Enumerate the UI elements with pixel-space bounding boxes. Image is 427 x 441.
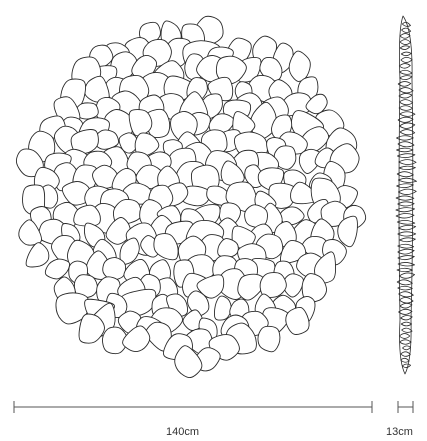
pebble-shape	[301, 273, 327, 303]
side-flake-shape	[397, 116, 414, 123]
pebble-shape	[15, 148, 44, 178]
depth-dimension-line	[397, 401, 414, 413]
pebble-shape	[73, 274, 98, 299]
side-flake-shape	[398, 308, 413, 315]
pebble-shape	[257, 325, 281, 353]
side-flake-shape	[399, 45, 411, 50]
side-flake-shape	[397, 255, 415, 261]
pebble-shape	[213, 295, 232, 321]
side-flake-shape	[400, 56, 413, 63]
side-flake-shape	[400, 321, 412, 327]
pebble-shape	[134, 132, 160, 157]
side-flake-shape	[399, 75, 413, 81]
side-flake-shape	[401, 21, 411, 27]
side-flake-shape	[397, 141, 415, 148]
side-profile-outline	[398, 15, 414, 375]
pebble-shape	[84, 75, 110, 103]
side-view-profile	[395, 15, 417, 375]
side-flake-shape	[398, 165, 416, 171]
side-flake-shape	[401, 327, 413, 333]
side-flake-shape	[399, 129, 416, 136]
pebble-shape	[78, 313, 105, 344]
side-flake-shape	[396, 171, 414, 178]
pebble-shape	[118, 132, 138, 154]
side-flake-shape	[397, 248, 415, 255]
side-flake-shape	[398, 297, 414, 304]
side-flake-shape	[400, 351, 411, 357]
pebble-shape	[280, 240, 307, 264]
side-flake-shape	[397, 81, 412, 87]
side-flake-shape	[399, 333, 411, 339]
side-flake-shape	[398, 63, 411, 69]
front-view-pebble-disc	[15, 15, 367, 378]
side-flake-shape	[398, 87, 414, 94]
pebble-shape	[102, 257, 126, 281]
side-flake-shape	[398, 105, 413, 111]
side-flake-shape	[400, 315, 413, 321]
pebble-shape	[122, 325, 151, 352]
side-flake-shape	[398, 159, 417, 165]
side-flake-shape	[396, 219, 416, 225]
pebble-shape	[55, 292, 90, 325]
side-flake-shape	[398, 272, 415, 279]
side-flake-shape	[398, 291, 414, 298]
side-flake-shape	[402, 363, 411, 368]
side-flake-shape	[397, 262, 415, 267]
side-flake-shape	[399, 69, 413, 75]
width-dimension-line	[13, 401, 373, 413]
width-label: 140cm	[166, 426, 200, 438]
pebble-shape	[220, 160, 245, 186]
side-flake-shape	[397, 201, 415, 207]
side-flake-shape	[399, 39, 411, 45]
side-flake-shape	[396, 135, 414, 141]
side-flake-shape	[396, 183, 414, 189]
side-flake-shape	[397, 243, 415, 249]
pebble-shape	[153, 233, 179, 261]
side-flake-shape	[397, 177, 417, 183]
depth-label: 13cm	[386, 426, 413, 438]
side-flake-shape	[396, 279, 413, 286]
pebble-shape	[102, 326, 129, 355]
pebble-shape	[25, 242, 50, 268]
side-flake-shape	[397, 153, 416, 159]
side-flake-shape	[398, 93, 413, 99]
pebble-shape	[305, 93, 328, 115]
side-flake-shape	[399, 99, 414, 106]
pebble-shape	[128, 109, 153, 137]
side-flake-shape	[400, 357, 410, 363]
side-flake-shape	[395, 195, 415, 201]
pebble-shape	[288, 50, 311, 82]
pebble-shape	[61, 181, 92, 206]
pebble-shape	[174, 345, 203, 378]
side-flake-shape	[399, 122, 416, 129]
side-flake-shape	[398, 188, 417, 195]
side-flake-shape	[396, 267, 413, 273]
side-flake-shape	[397, 231, 417, 237]
pebble-shape	[70, 129, 99, 155]
pebble-shape	[196, 274, 225, 299]
side-flake-shape	[398, 224, 417, 231]
pebble-shape	[18, 219, 42, 246]
side-flake-shape	[399, 33, 411, 39]
pebble-shape	[285, 306, 310, 335]
side-flake-shape	[402, 345, 411, 351]
side-flake-shape	[395, 213, 415, 219]
side-flake-shape	[400, 51, 412, 57]
side-flake-shape	[399, 302, 413, 309]
side-flake-shape	[395, 207, 415, 213]
pebble-shape	[237, 273, 266, 301]
side-flake-shape	[399, 111, 416, 117]
side-flake-shape	[399, 339, 412, 345]
side-flake-shape	[399, 237, 416, 243]
pebble-shape	[314, 251, 337, 284]
pebble-shape	[273, 145, 297, 170]
side-flake-shape	[397, 285, 413, 291]
pebble-shape	[44, 258, 71, 280]
pebble-shape	[337, 215, 358, 248]
